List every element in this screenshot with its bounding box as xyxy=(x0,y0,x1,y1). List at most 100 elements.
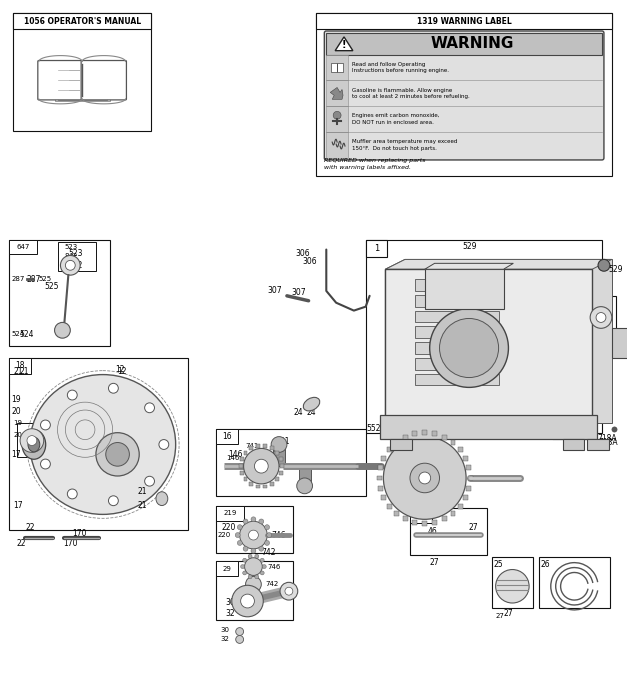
Circle shape xyxy=(106,443,129,466)
Bar xyxy=(468,475,473,480)
Text: REQUIRED when replacing parts
with warning labels affixed.: REQUIRED when replacing parts with warni… xyxy=(324,158,426,169)
Bar xyxy=(216,505,244,521)
Bar xyxy=(466,466,472,470)
Circle shape xyxy=(244,448,279,484)
Text: 718A: 718A xyxy=(597,434,617,443)
Text: 46: 46 xyxy=(428,527,438,535)
Circle shape xyxy=(255,459,268,473)
Circle shape xyxy=(285,588,293,595)
Text: 287: 287 xyxy=(11,276,24,282)
Bar xyxy=(13,13,151,29)
Text: 552: 552 xyxy=(366,424,381,434)
Bar xyxy=(279,457,283,461)
Text: 525: 525 xyxy=(45,282,59,291)
Bar xyxy=(442,435,447,440)
Text: 525: 525 xyxy=(39,276,52,282)
Bar xyxy=(240,457,244,461)
Bar xyxy=(13,13,151,132)
FancyBboxPatch shape xyxy=(324,31,604,160)
Circle shape xyxy=(41,420,50,430)
Bar xyxy=(279,471,283,475)
Bar xyxy=(216,505,293,553)
Bar xyxy=(280,464,284,468)
Circle shape xyxy=(429,309,508,388)
Circle shape xyxy=(159,440,169,450)
Text: 287: 287 xyxy=(27,275,41,284)
Bar xyxy=(390,438,412,450)
Circle shape xyxy=(236,636,244,643)
Circle shape xyxy=(60,256,80,275)
Text: 26: 26 xyxy=(541,560,551,569)
Polygon shape xyxy=(386,259,405,433)
Bar xyxy=(216,429,366,496)
Text: 18: 18 xyxy=(15,361,25,370)
Circle shape xyxy=(248,554,252,558)
Polygon shape xyxy=(386,259,612,269)
Circle shape xyxy=(255,554,259,558)
Text: 523: 523 xyxy=(68,249,83,258)
Bar xyxy=(433,520,437,525)
Text: 21: 21 xyxy=(137,487,147,496)
Text: 28: 28 xyxy=(416,512,425,519)
Bar xyxy=(587,438,609,450)
Circle shape xyxy=(27,436,37,445)
Text: 27: 27 xyxy=(503,609,513,618)
Circle shape xyxy=(495,569,529,603)
Bar xyxy=(216,560,238,576)
Text: 21: 21 xyxy=(19,367,29,376)
Text: 842: 842 xyxy=(68,261,83,270)
Bar xyxy=(394,511,399,516)
Text: 307: 307 xyxy=(292,289,307,298)
Circle shape xyxy=(251,517,256,522)
Bar xyxy=(403,516,408,521)
Bar xyxy=(612,328,627,358)
Bar xyxy=(249,446,253,450)
Circle shape xyxy=(241,594,255,608)
Text: 306: 306 xyxy=(295,249,310,258)
Text: 219: 219 xyxy=(223,510,236,516)
Bar xyxy=(326,107,348,132)
Text: !: ! xyxy=(342,40,346,49)
Bar xyxy=(539,557,610,608)
Circle shape xyxy=(67,390,77,400)
Bar xyxy=(275,477,279,482)
Bar xyxy=(326,80,348,107)
Bar xyxy=(249,482,253,486)
Text: 12: 12 xyxy=(118,367,127,376)
Bar xyxy=(273,445,285,466)
Bar xyxy=(415,295,498,307)
Circle shape xyxy=(20,429,44,452)
Text: 46: 46 xyxy=(391,483,401,492)
Bar xyxy=(256,484,260,489)
Polygon shape xyxy=(330,87,343,99)
Text: 24: 24 xyxy=(307,408,316,417)
Text: 1: 1 xyxy=(374,244,379,253)
Bar xyxy=(317,13,612,29)
Bar xyxy=(415,279,498,291)
Bar xyxy=(387,447,392,452)
Text: 146: 146 xyxy=(228,450,243,459)
Bar xyxy=(466,486,472,491)
Circle shape xyxy=(248,530,258,540)
Bar xyxy=(9,358,31,374)
Text: 742: 742 xyxy=(265,581,278,588)
Bar xyxy=(562,438,584,450)
Circle shape xyxy=(145,476,154,486)
Text: 746: 746 xyxy=(271,530,286,539)
Text: 3: 3 xyxy=(588,309,593,318)
Circle shape xyxy=(280,582,298,600)
Bar xyxy=(17,423,46,457)
Bar xyxy=(415,311,498,323)
Text: 524: 524 xyxy=(11,331,24,337)
FancyBboxPatch shape xyxy=(38,61,83,100)
Bar xyxy=(55,63,110,100)
Bar xyxy=(58,63,107,100)
Polygon shape xyxy=(335,37,353,51)
Text: 523: 523 xyxy=(65,243,78,250)
Text: 30: 30 xyxy=(220,627,229,633)
Circle shape xyxy=(145,403,154,413)
Text: 2: 2 xyxy=(588,299,593,308)
Bar xyxy=(58,242,96,271)
Text: 716: 716 xyxy=(420,424,435,434)
Text: 220: 220 xyxy=(218,532,231,538)
